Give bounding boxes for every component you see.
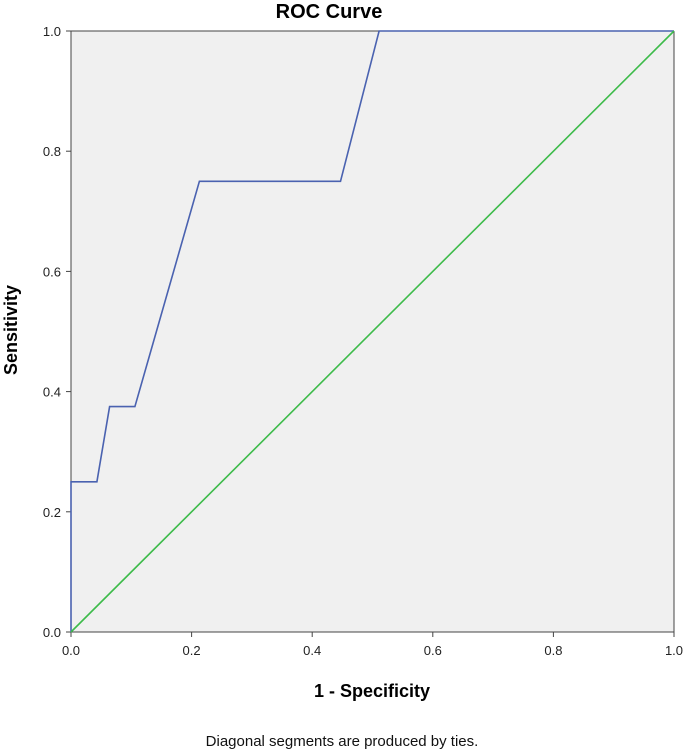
x-tick-label: 0.2 xyxy=(183,643,201,658)
y-tick-label: 1.0 xyxy=(43,24,61,39)
x-axis-title: 1 - Specificity xyxy=(314,681,430,701)
chart-title: ROC Curve xyxy=(276,1,383,23)
y-tick-label: 0.2 xyxy=(43,505,61,520)
y-tick-label: 0.6 xyxy=(43,264,61,279)
roc-curve-line xyxy=(70,30,674,632)
x-tick-label: 1.0 xyxy=(665,643,683,658)
y-axis-title: Sensitivity xyxy=(1,285,21,375)
series-lines xyxy=(70,30,675,633)
x-tick-label: 0.0 xyxy=(62,643,80,658)
footnote: Diagonal segments are produced by ties. xyxy=(206,733,479,750)
x-tick-label: 0.4 xyxy=(303,643,321,658)
y-axis-ticks: 0.0 0.2 0.4 0.6 0.8 1.0 xyxy=(43,24,71,640)
y-tick-label: 0.4 xyxy=(43,385,61,400)
reference-diagonal-line xyxy=(70,30,675,633)
x-tick-label: 0.6 xyxy=(424,643,442,658)
x-tick-label: 0.8 xyxy=(544,643,562,658)
y-tick-label: 0.8 xyxy=(43,144,61,159)
y-tick-label: 0.0 xyxy=(43,625,61,640)
x-axis-ticks: 0.0 0.2 0.4 0.6 0.8 1.0 xyxy=(62,632,683,658)
